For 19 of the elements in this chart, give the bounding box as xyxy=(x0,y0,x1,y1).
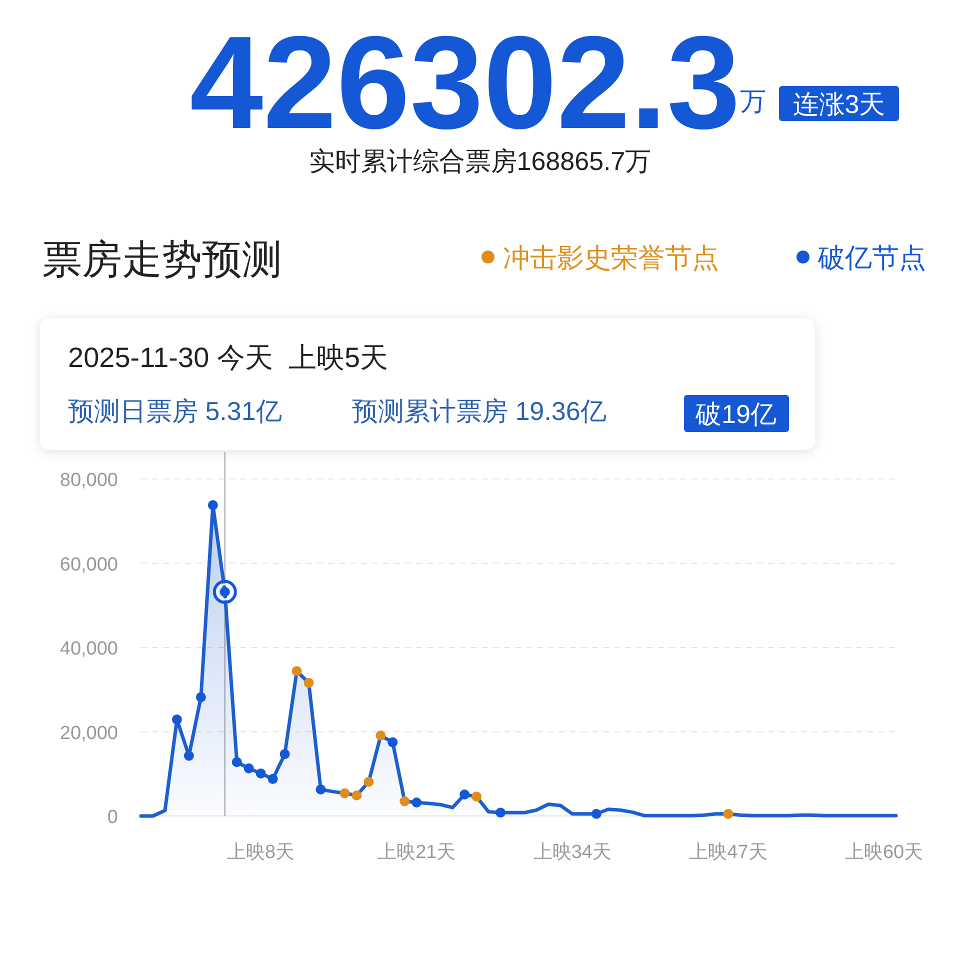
x-tick-label: 上映47天 xyxy=(689,842,768,863)
chart-title: 票房走势预测 xyxy=(42,238,282,282)
x-tick-label: 上映34天 xyxy=(533,842,612,863)
text: 万 xyxy=(740,86,766,116)
text: 破19亿 xyxy=(694,399,776,429)
x-tick-label: 上映8天 xyxy=(227,842,295,863)
y-tick-label: 60,000 xyxy=(60,554,118,576)
y-tick-label: 0 xyxy=(107,807,118,828)
legend-label: 破亿节点 xyxy=(817,243,926,273)
y-tick-label: 40,000 xyxy=(60,638,118,660)
text: 连涨3天 xyxy=(792,89,886,119)
x-tick-label: 上映60天 xyxy=(844,842,924,863)
text: 预测累计票房 19.36亿 xyxy=(352,396,606,426)
y-tick-label: 80,000 xyxy=(60,470,118,491)
text: 预测日票房 5.31亿 xyxy=(68,396,282,426)
x-tick-label: 上映21天 xyxy=(378,842,456,863)
text: 2025-11-30 今天 上映5天 xyxy=(68,342,388,373)
legend-label: 冲击影史荣誉节点 xyxy=(503,243,719,273)
y-tick-label: 20,000 xyxy=(60,722,118,744)
